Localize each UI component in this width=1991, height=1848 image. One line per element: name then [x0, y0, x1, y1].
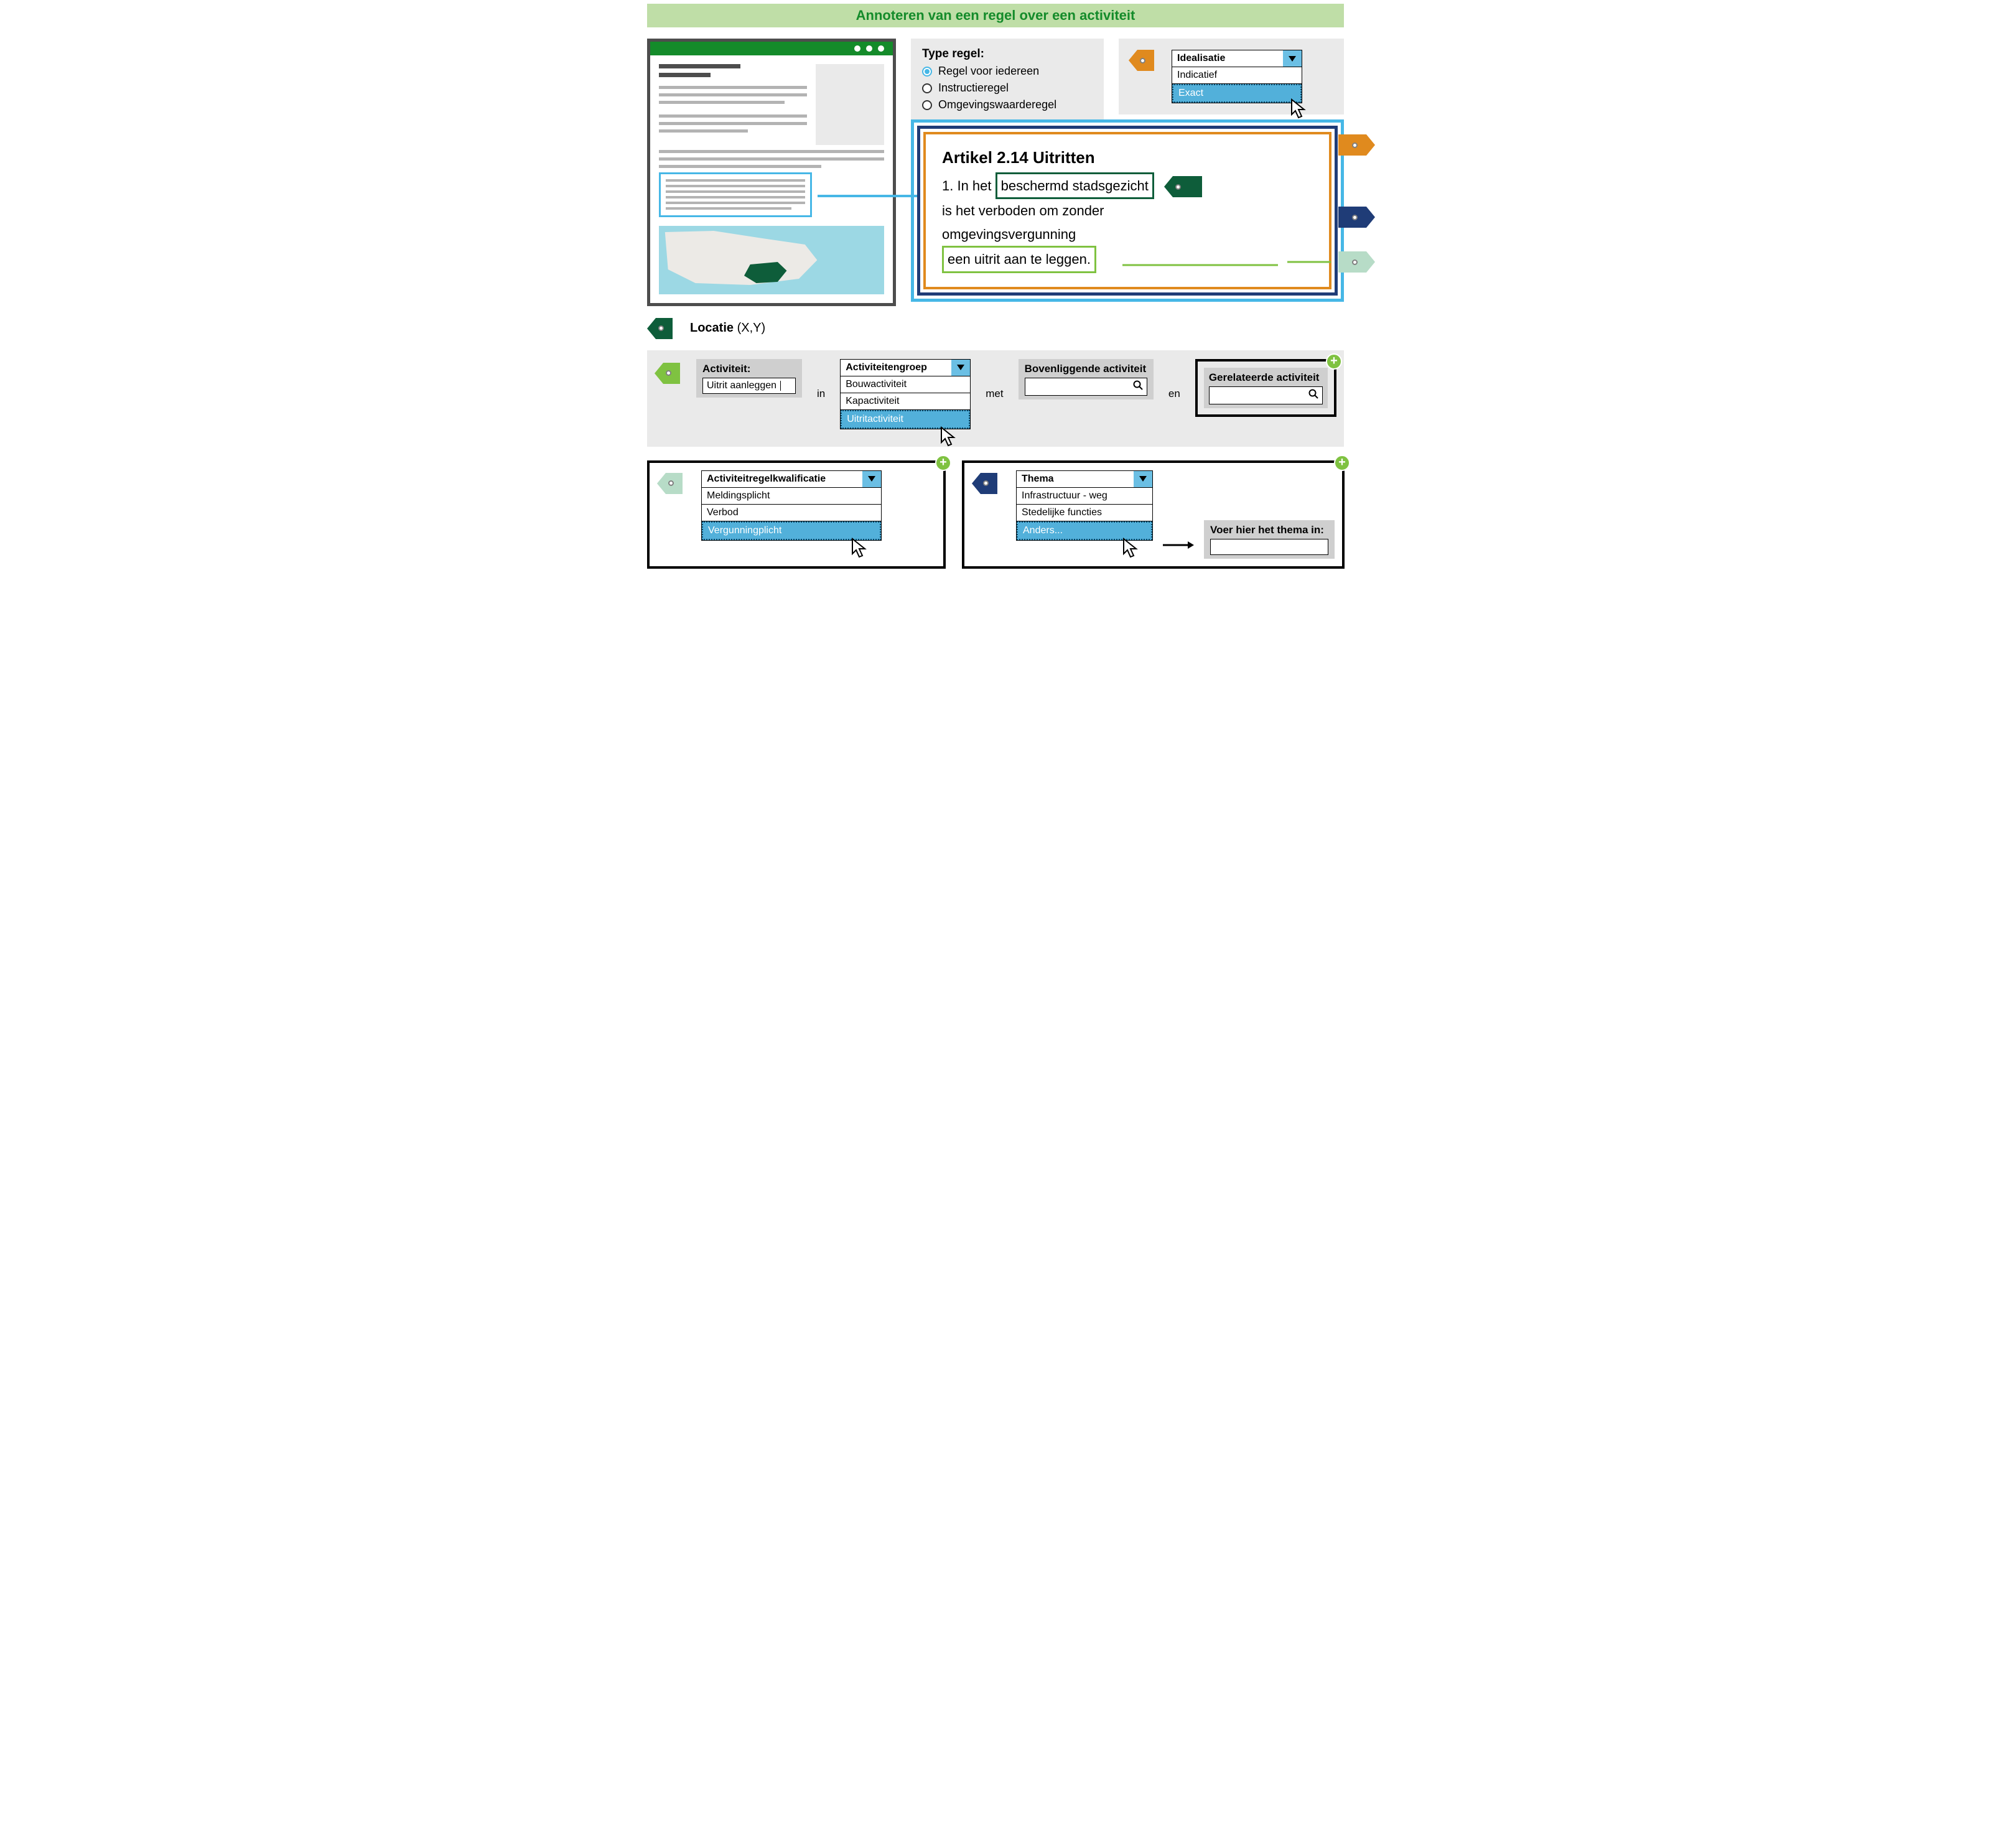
activiteit-block: Activiteit: Uitrit aanleggen — [696, 359, 802, 398]
type-regel-panel: Type regel: Regel voor iedereen Instruct… — [911, 39, 1104, 123]
window-dot — [866, 45, 872, 52]
dropdown-option[interactable]: Stedelijke functies — [1017, 505, 1152, 521]
dropdown-option[interactable]: Kapactiviteit — [841, 393, 970, 410]
bovenliggende-block: Bovenliggende activiteit — [1019, 359, 1154, 399]
selected-rule-block[interactable] — [659, 172, 812, 217]
radio-omgevingswaarderegel[interactable]: Omgevingswaarderegel — [922, 98, 1093, 111]
article-title: Artikel 2.14 Uitritten — [942, 148, 1313, 167]
chevron-down-icon[interactable] — [1134, 471, 1152, 487]
activiteit-tag — [655, 363, 689, 384]
search-icon — [1133, 380, 1143, 393]
connector-line — [818, 194, 917, 198]
dropdown-option[interactable]: Indicatief — [1172, 67, 1302, 84]
locatie-tag — [647, 318, 681, 339]
locatie-suffix: (X,Y) — [737, 321, 766, 335]
dropdown-head: Idealisatie — [1172, 50, 1283, 67]
highlight-activiteit: een uitrit aan te leggen. — [942, 246, 1096, 273]
chevron-down-icon[interactable] — [862, 471, 881, 487]
chevron-down-icon[interactable] — [1283, 50, 1302, 67]
thema-input-block: Voer hier het thema in: — [1204, 520, 1335, 559]
highlight-locatie: beschermd stadsgezicht — [996, 172, 1154, 199]
locatie-label: Locatie — [690, 321, 734, 335]
radio-label: Regel voor iedereen — [938, 65, 1039, 78]
thema-input[interactable] — [1210, 539, 1328, 555]
article-box: Artikel 2.14 Uitritten 1. In het bescher… — [911, 119, 1344, 302]
plus-icon[interactable]: + — [935, 455, 951, 471]
dropdown-head: Activiteitregelkwalificatie — [702, 471, 862, 487]
dropdown-option[interactable]: Meldingsplicht — [702, 488, 881, 505]
cursor-icon — [1122, 538, 1140, 559]
locatie-inline-tag — [1164, 176, 1211, 197]
dropdown-option[interactable]: Infrastructuur - weg — [1017, 488, 1152, 505]
map-thumbnail — [659, 226, 884, 294]
dropdown-option[interactable]: Exact — [1172, 84, 1302, 103]
window-chrome — [650, 42, 893, 55]
conj-in: in — [817, 388, 825, 400]
radio-instructieregel[interactable]: Instructieregel — [922, 82, 1093, 95]
window-dot — [854, 45, 860, 52]
idealisatie-tag — [1129, 50, 1163, 71]
search-icon — [1308, 389, 1318, 402]
article-body: 1. In het beschermd stadsgezicht is het … — [942, 172, 1313, 273]
connector-line — [1122, 264, 1278, 266]
page-title: Annoteren van een regel over een activit… — [647, 4, 1344, 27]
dropdown-option[interactable]: Uitritactiviteit — [841, 410, 970, 429]
document-window — [647, 39, 896, 306]
thema-tag — [972, 473, 1006, 494]
gerelateerde-box: + Gerelateerde activiteit — [1195, 359, 1336, 417]
kwalificatie-tag — [657, 473, 691, 494]
plus-icon[interactable]: + — [1334, 455, 1350, 471]
radio-regel-iedereen[interactable]: Regel voor iedereen — [922, 65, 1093, 78]
kwalificatie-dropdown[interactable]: Activiteitregelkwalificatie Meldingsplic… — [701, 470, 882, 541]
arrow-icon — [1163, 539, 1194, 551]
radio-icon — [922, 67, 932, 77]
side-tag-orange — [1330, 134, 1375, 156]
side-tag-mint — [1330, 251, 1375, 273]
dropdown-option[interactable]: Vergunningplicht — [702, 521, 881, 540]
sidebar-placeholder — [816, 64, 884, 145]
radio-label: Omgevingswaarderegel — [938, 98, 1056, 111]
side-tag-navy — [1330, 207, 1375, 228]
dropdown-option[interactable]: Bouwactiviteit — [841, 376, 970, 393]
chevron-down-icon[interactable] — [951, 360, 970, 376]
radio-icon — [922, 83, 932, 93]
thema-dropdown[interactable]: Thema Infrastructuur - weg Stedelijke fu… — [1016, 470, 1153, 541]
dropdown-option[interactable]: Verbod — [702, 505, 881, 521]
idealisatie-dropdown[interactable]: Idealisatie Indicatief Exact — [1172, 50, 1302, 103]
dropdown-head: Thema — [1017, 471, 1134, 487]
bovenliggende-search[interactable] — [1025, 378, 1147, 396]
window-dot — [878, 45, 884, 52]
dropdown-head: Activiteitengroep — [841, 360, 951, 376]
activiteitengroep-dropdown[interactable]: Activiteitengroep Bouwactiviteit Kapacti… — [840, 359, 971, 429]
cursor-icon — [940, 426, 958, 447]
conj-met: met — [986, 388, 1003, 400]
plus-icon[interactable]: + — [1326, 353, 1342, 370]
radio-icon — [922, 100, 932, 110]
gerelateerde-search[interactable] — [1209, 386, 1323, 404]
type-regel-label: Type regel: — [922, 47, 1093, 61]
dropdown-option[interactable]: Anders... — [1017, 521, 1152, 540]
activiteit-input[interactable]: Uitrit aanleggen — [702, 378, 796, 394]
cursor-icon — [851, 538, 869, 559]
conj-en: en — [1168, 388, 1180, 400]
radio-label: Instructieregel — [938, 82, 1009, 95]
